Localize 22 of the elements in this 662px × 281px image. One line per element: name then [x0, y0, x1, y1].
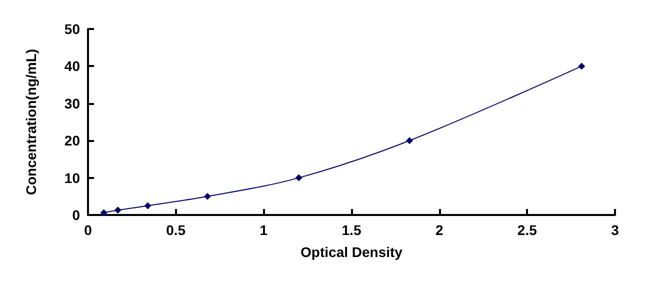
y-tick-label: 0	[72, 207, 80, 223]
x-tick-label: 1.5	[342, 222, 362, 238]
y-tick-label: 50	[64, 21, 80, 37]
point	[204, 192, 211, 200]
x-tick-label: 1	[260, 222, 268, 238]
point	[100, 209, 108, 216]
point	[295, 174, 302, 182]
x-tick-label: 0	[84, 222, 92, 238]
y-tick-label: 20	[64, 132, 80, 149]
y-tick-label: 10	[64, 170, 80, 186]
x-tick-label: 2	[435, 222, 444, 238]
x-tick-label: 3	[611, 222, 620, 238]
x-axis-title: Optical Density	[300, 244, 403, 260]
point	[114, 206, 122, 214]
y-axis-title: Concentration(ng/mL)	[23, 48, 39, 196]
x-tick-label: 2.5	[517, 222, 538, 238]
x-tick-label: 0.5	[166, 222, 186, 238]
y-tick-label: 40	[64, 58, 80, 74]
point	[578, 62, 586, 70]
y-tick-label: 30	[64, 95, 80, 112]
point	[144, 202, 152, 210]
point	[406, 137, 413, 144]
